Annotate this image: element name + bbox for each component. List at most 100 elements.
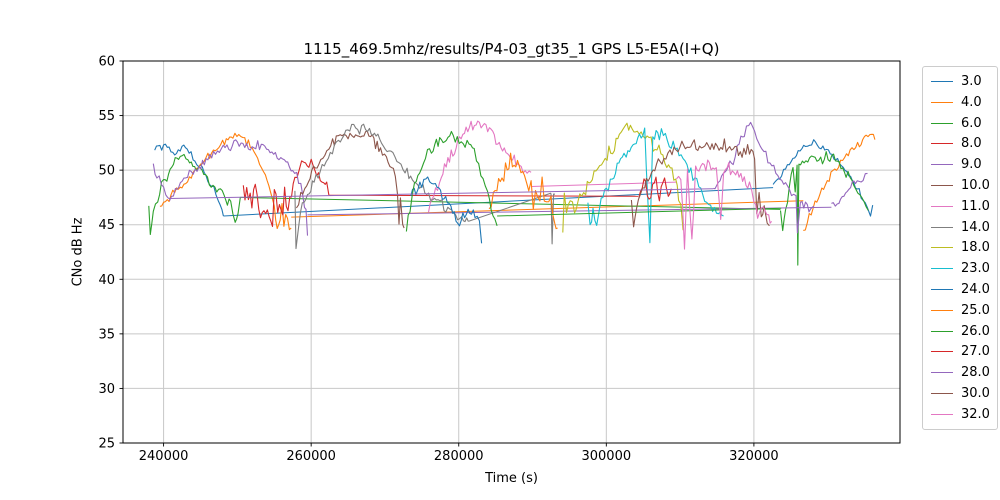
legend-item-label: 27.0 <box>961 344 990 360</box>
series-26.0 <box>497 207 782 217</box>
legend-item-label: 24.0 <box>961 282 990 298</box>
legend-line-sample <box>931 393 953 395</box>
legend-line-sample <box>931 164 953 166</box>
legend-line-sample <box>931 351 953 353</box>
y-tick-label: 30 <box>98 382 115 397</box>
series-30.0 <box>630 138 770 228</box>
legend-item: 23.0 <box>931 259 991 279</box>
series-14.0 <box>468 192 552 222</box>
chart-title: 1115_469.5mhz/results/P4-03_gt35_1 GPS L… <box>303 40 720 58</box>
legend-item-label: 30.0 <box>961 386 990 402</box>
series-14.0 <box>550 193 556 245</box>
series-11.0 <box>427 120 532 213</box>
legend-item: 25.0 <box>931 300 991 320</box>
legend-item: 18.0 <box>931 238 991 258</box>
legend-item: 6.0 <box>931 113 991 133</box>
series-9.0 <box>307 206 832 216</box>
x-tick-label: 260000 <box>286 449 336 464</box>
series-6.0 <box>240 196 781 210</box>
legend-item: 3.0 <box>931 71 991 91</box>
axes-frame <box>122 60 901 444</box>
series-8.0 <box>242 158 330 228</box>
series-18.0 <box>562 122 684 233</box>
series-32.0 <box>675 159 773 250</box>
series-11.0 <box>531 181 677 187</box>
series-8.0 <box>328 194 639 197</box>
legend-item: 30.0 <box>931 384 991 404</box>
legend-line-sample <box>931 205 953 207</box>
y-tick-label: 55 <box>98 109 115 124</box>
legend-item: 8.0 <box>931 134 991 154</box>
legend-item-label: 3.0 <box>961 73 982 89</box>
series-28.0 <box>713 121 815 234</box>
y-tick-label: 45 <box>98 218 115 233</box>
legend-line-sample <box>931 247 953 249</box>
legend-item-label: 8.0 <box>961 136 982 152</box>
legend-item-label: 4.0 <box>961 94 982 110</box>
legend-item-label: 26.0 <box>961 323 990 339</box>
x-tick-label: 320000 <box>729 449 779 464</box>
series-3.0 <box>154 143 224 217</box>
legend-item: 24.0 <box>931 280 991 300</box>
legend-item: 11.0 <box>931 196 991 216</box>
legend-item-label: 23.0 <box>961 261 990 277</box>
legend-item-label: 32.0 <box>961 406 990 422</box>
legend: 3.0 4.0 6.0 8.0 9.0 10.0 11.0 14.0 18.0 23.0 24.0 2… <box>922 66 998 430</box>
legend-line-sample <box>931 309 953 311</box>
legend-item-label: 28.0 <box>961 365 990 381</box>
series-28.0 <box>152 163 170 199</box>
series-3.0 <box>772 139 874 217</box>
legend-line-sample <box>931 80 953 82</box>
series-4.0 <box>159 132 292 231</box>
legend-line-sample <box>931 143 953 145</box>
legend-item-label: 18.0 <box>961 240 990 256</box>
series-28.0 <box>168 188 714 199</box>
legend-line-sample <box>931 122 953 124</box>
legend-item-label: 11.0 <box>961 198 990 214</box>
series-23.0 <box>587 127 724 244</box>
series-27.0 <box>638 176 672 202</box>
y-tick-label: 60 <box>98 55 115 70</box>
series-25.0 <box>488 152 558 230</box>
legend-item: 14.0 <box>931 217 991 237</box>
legend-line-sample <box>931 413 953 415</box>
legend-item-label: 10.0 <box>961 177 990 193</box>
x-tick-label: 240000 <box>139 449 189 464</box>
legend-item: 28.0 <box>931 363 991 383</box>
legend-item-label: 9.0 <box>961 157 982 173</box>
legend-line-sample <box>931 101 953 103</box>
legend-line-sample <box>931 372 953 374</box>
legend-item: 27.0 <box>931 342 991 362</box>
series-9.0 <box>168 139 309 236</box>
series-14.0 <box>294 123 469 250</box>
y-tick-label: 40 <box>98 273 115 288</box>
legend-line-sample <box>931 289 953 291</box>
x-tick-label: 280000 <box>434 449 484 464</box>
legend-item: 4.0 <box>931 92 991 112</box>
legend-line-sample <box>931 330 953 332</box>
legend-item-label: 25.0 <box>961 302 990 318</box>
series-9.0 <box>831 172 868 207</box>
series-10.0 <box>295 130 405 229</box>
series-6.0 <box>779 151 869 266</box>
series-6.0 <box>148 153 241 236</box>
legend-line-sample <box>931 184 953 186</box>
series-24.0 <box>410 176 483 244</box>
legend-item: 32.0 <box>931 404 991 424</box>
y-tick-label: 35 <box>98 327 115 342</box>
y-tick-label: 25 <box>98 437 115 452</box>
series-26.0 <box>405 130 498 232</box>
legend-line-sample <box>931 268 953 270</box>
x-axis-label: Time (s) <box>485 471 538 486</box>
legend-item-label: 14.0 <box>961 219 990 235</box>
legend-item: 26.0 <box>931 321 991 341</box>
legend-item-label: 6.0 <box>961 115 982 131</box>
legend-line-sample <box>931 226 953 228</box>
legend-item: 9.0 <box>931 155 991 175</box>
y-tick-label: 50 <box>98 164 115 179</box>
legend-item: 10.0 <box>931 175 991 195</box>
series-4.0 <box>803 133 876 231</box>
x-tick-label: 300000 <box>581 449 631 464</box>
